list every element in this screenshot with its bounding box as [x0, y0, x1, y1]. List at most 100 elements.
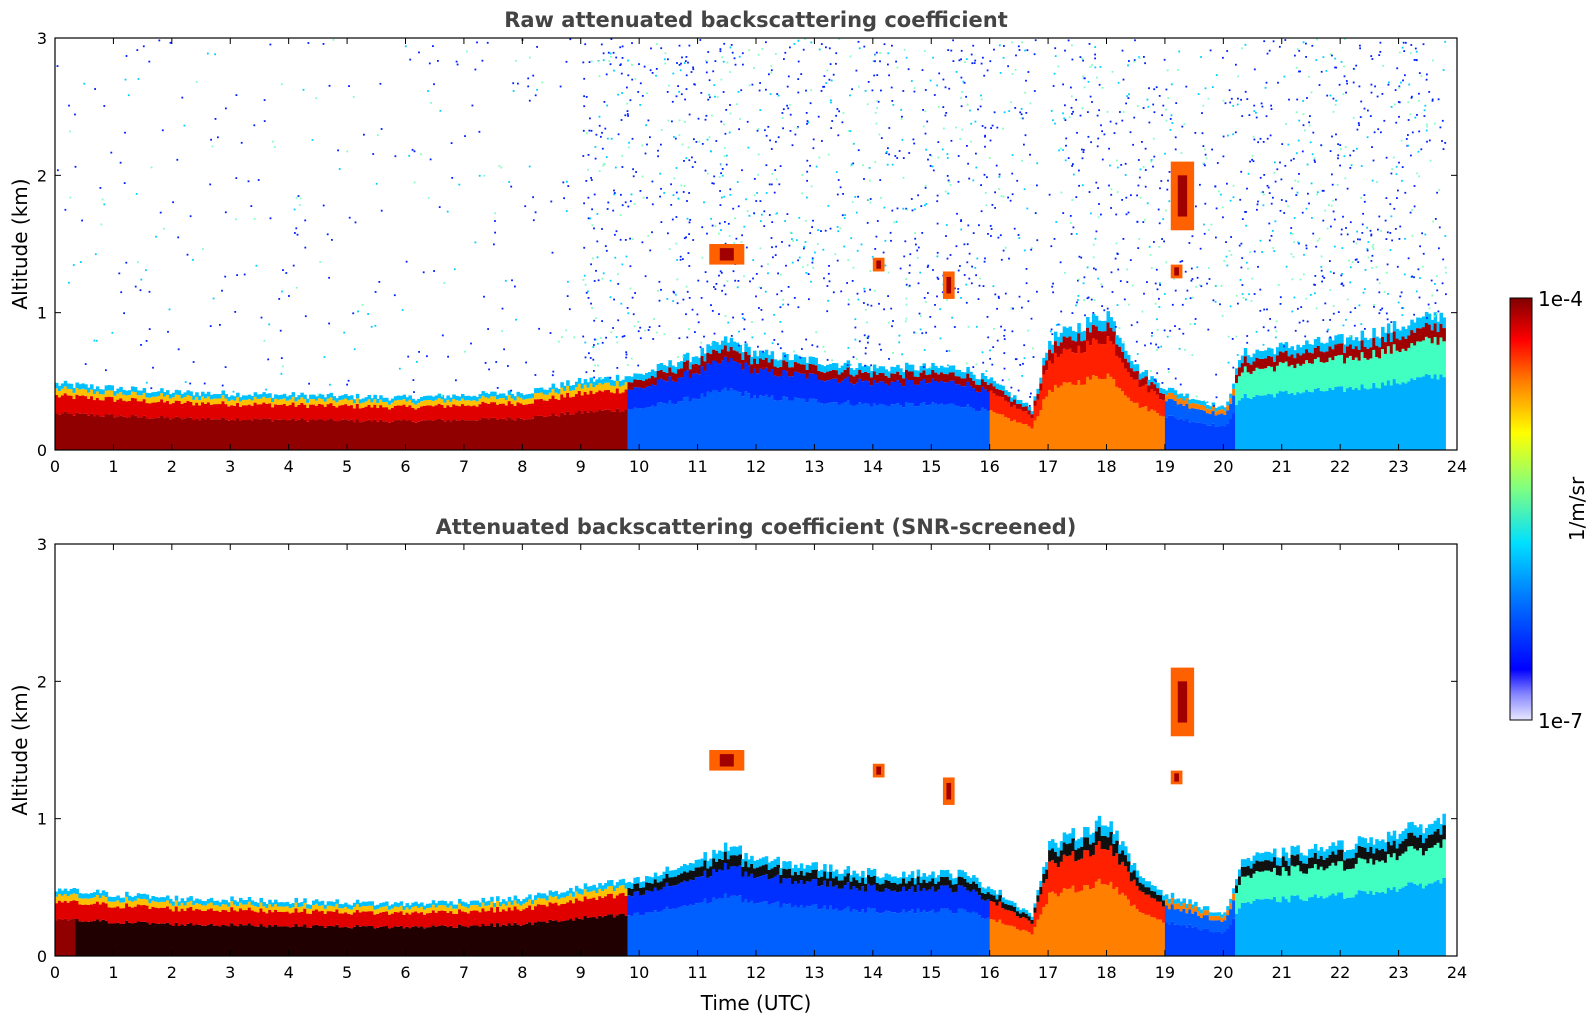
bl-segment — [192, 395, 196, 400]
bl-segment — [268, 925, 272, 956]
noise-point — [835, 171, 838, 173]
noise-point — [874, 161, 877, 163]
bl-segment — [1392, 331, 1397, 345]
bl-segment — [1118, 357, 1122, 389]
bl-segment — [788, 400, 792, 450]
bl-segment — [274, 404, 278, 420]
noise-point — [693, 138, 695, 141]
noise-point — [1168, 371, 1170, 373]
noise-point — [1097, 277, 1100, 280]
noise-point — [763, 332, 766, 335]
bl-segment — [236, 392, 240, 398]
bl-segment — [449, 401, 453, 408]
bl-segment — [519, 397, 523, 404]
bl-segment — [501, 403, 506, 419]
bl-segment — [425, 400, 430, 406]
bl-segment — [948, 403, 953, 450]
noise-point — [903, 255, 906, 258]
noise-point — [852, 356, 855, 358]
bl-segment — [1167, 415, 1172, 450]
bl-segment — [1194, 408, 1198, 423]
bl-segment — [1188, 403, 1192, 409]
noise-point — [1316, 191, 1319, 194]
bl-segment — [1235, 368, 1239, 375]
bl-segment — [1413, 345, 1417, 380]
bl-segment — [382, 421, 386, 450]
noise-point — [1321, 280, 1323, 283]
bl-segment — [1313, 339, 1318, 348]
bl-segment — [1135, 371, 1140, 380]
noise-point — [594, 146, 597, 148]
noise-point — [1273, 172, 1276, 174]
bl-segment — [1281, 362, 1286, 392]
bl-segment — [347, 405, 351, 421]
bl-segment — [820, 371, 824, 381]
bl-segment — [306, 908, 310, 914]
noise-point — [936, 194, 939, 197]
bl-segment — [92, 892, 97, 898]
noise-point — [1333, 218, 1336, 221]
noise-point — [657, 155, 659, 158]
noise-point — [551, 251, 554, 254]
noise-point — [427, 90, 429, 92]
noise-point — [675, 216, 678, 218]
bl-segment — [78, 921, 82, 956]
bl-segment — [992, 412, 997, 450]
bl-segment — [1021, 424, 1026, 450]
noise-point — [1298, 321, 1301, 324]
bl-segment — [1410, 319, 1414, 331]
noise-point — [926, 120, 929, 123]
bl-segment — [265, 393, 269, 399]
noise-point — [1416, 172, 1419, 175]
noise-point — [137, 78, 140, 80]
noise-point — [1076, 131, 1078, 134]
bl-segment — [875, 382, 880, 406]
x-tick-label: 20 — [1213, 457, 1233, 476]
bl-segment — [195, 924, 199, 956]
noise-point — [947, 49, 950, 51]
noise-point — [898, 341, 901, 344]
bl-segment — [1185, 403, 1189, 419]
noise-point — [446, 210, 449, 213]
bl-segment — [130, 923, 135, 956]
noise-point — [720, 78, 723, 81]
noise-point — [723, 155, 726, 158]
bl-segment — [344, 912, 348, 927]
noise-point — [1150, 267, 1153, 269]
bl-segment — [361, 421, 366, 450]
noise-point — [1378, 291, 1381, 294]
noise-point — [1222, 135, 1225, 138]
bl-segment — [60, 388, 65, 396]
noise-point — [741, 52, 744, 55]
bl-segment — [1436, 344, 1441, 380]
bl-segment — [902, 386, 906, 408]
bl-segment — [916, 406, 921, 450]
noise-point — [627, 59, 629, 62]
bl-segment — [1100, 344, 1105, 380]
noise-point — [932, 269, 934, 271]
noise-point — [1153, 155, 1156, 158]
bl-segment — [1167, 387, 1172, 393]
bl-segment — [776, 360, 780, 368]
noise-point — [1259, 176, 1262, 179]
panel-raw: Raw attenuated backscattering coefficien… — [8, 8, 1467, 476]
bl-segment — [469, 420, 474, 450]
noise-point — [697, 279, 700, 282]
bl-segment — [84, 389, 88, 397]
noise-point — [630, 357, 633, 360]
bl-segment — [668, 360, 672, 368]
noise-point — [1314, 292, 1316, 295]
bl-segment — [954, 384, 959, 406]
bl-segment — [192, 405, 196, 421]
noise-point — [1067, 157, 1070, 159]
bl-segment — [510, 419, 515, 450]
bl-segment — [122, 400, 126, 417]
bl-segment — [361, 926, 366, 956]
noise-point — [1303, 273, 1305, 276]
noise-point — [1434, 218, 1437, 220]
noise-point — [1153, 241, 1155, 243]
noise-point — [1225, 255, 1228, 258]
noise-point — [304, 246, 307, 249]
noise-point — [1082, 77, 1085, 80]
bl-segment — [1240, 372, 1245, 399]
